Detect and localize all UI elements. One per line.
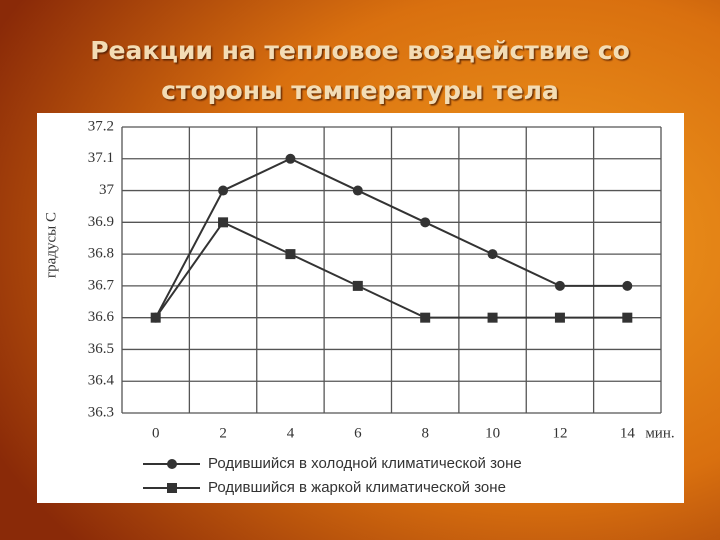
marker [487, 249, 498, 260]
x-unit: мин. [645, 425, 674, 441]
x-tick-label: 12 [552, 425, 567, 441]
marker [285, 249, 296, 260]
y-tick-label: 36.3 [88, 404, 114, 420]
x-tick-label: 8 [421, 425, 429, 441]
y-tick-label: 36.5 [88, 341, 114, 357]
marker [218, 185, 229, 196]
legend-marker [167, 483, 177, 493]
x-tick-label: 6 [354, 425, 362, 441]
marker [420, 312, 431, 323]
marker [554, 312, 565, 323]
marker [218, 217, 229, 228]
series-line [154, 221, 628, 319]
chart-panel [37, 113, 684, 503]
x-tick-label: 4 [287, 425, 295, 441]
y-axis-label: градусы С [43, 212, 59, 278]
x-tick-label: 0 [152, 425, 160, 441]
title-line: стороны температуры тела [161, 76, 559, 105]
y-tick-label: 37.1 [88, 150, 114, 166]
x-tick-label: 14 [620, 425, 636, 441]
y-tick-label: 36.7 [88, 277, 115, 293]
legend-marker [167, 459, 177, 469]
y-tick-label: 36.6 [88, 309, 115, 325]
marker [622, 312, 633, 323]
marker [285, 153, 296, 164]
series-line [154, 157, 628, 319]
marker [150, 312, 161, 323]
title-line: Реакции на тепловое воздействие со [90, 36, 630, 65]
marker [420, 217, 431, 228]
y-tick-label: 37 [99, 182, 115, 198]
marker [554, 280, 565, 291]
x-tick-label: 10 [485, 425, 500, 441]
marker [487, 312, 498, 323]
y-tick-label: 37.2 [88, 118, 114, 134]
y-tick-label: 36.4 [88, 373, 115, 389]
legend-label: Родившийся в жаркой климатической зоне [208, 479, 506, 496]
x-tick-label: 2 [219, 425, 227, 441]
marker [622, 280, 633, 291]
marker [352, 185, 363, 196]
legend-label: Родившийся в холодной климатической зоне [208, 455, 522, 472]
y-tick-label: 36.9 [88, 214, 114, 230]
y-tick-label: 36.8 [88, 246, 114, 262]
marker [352, 280, 363, 291]
